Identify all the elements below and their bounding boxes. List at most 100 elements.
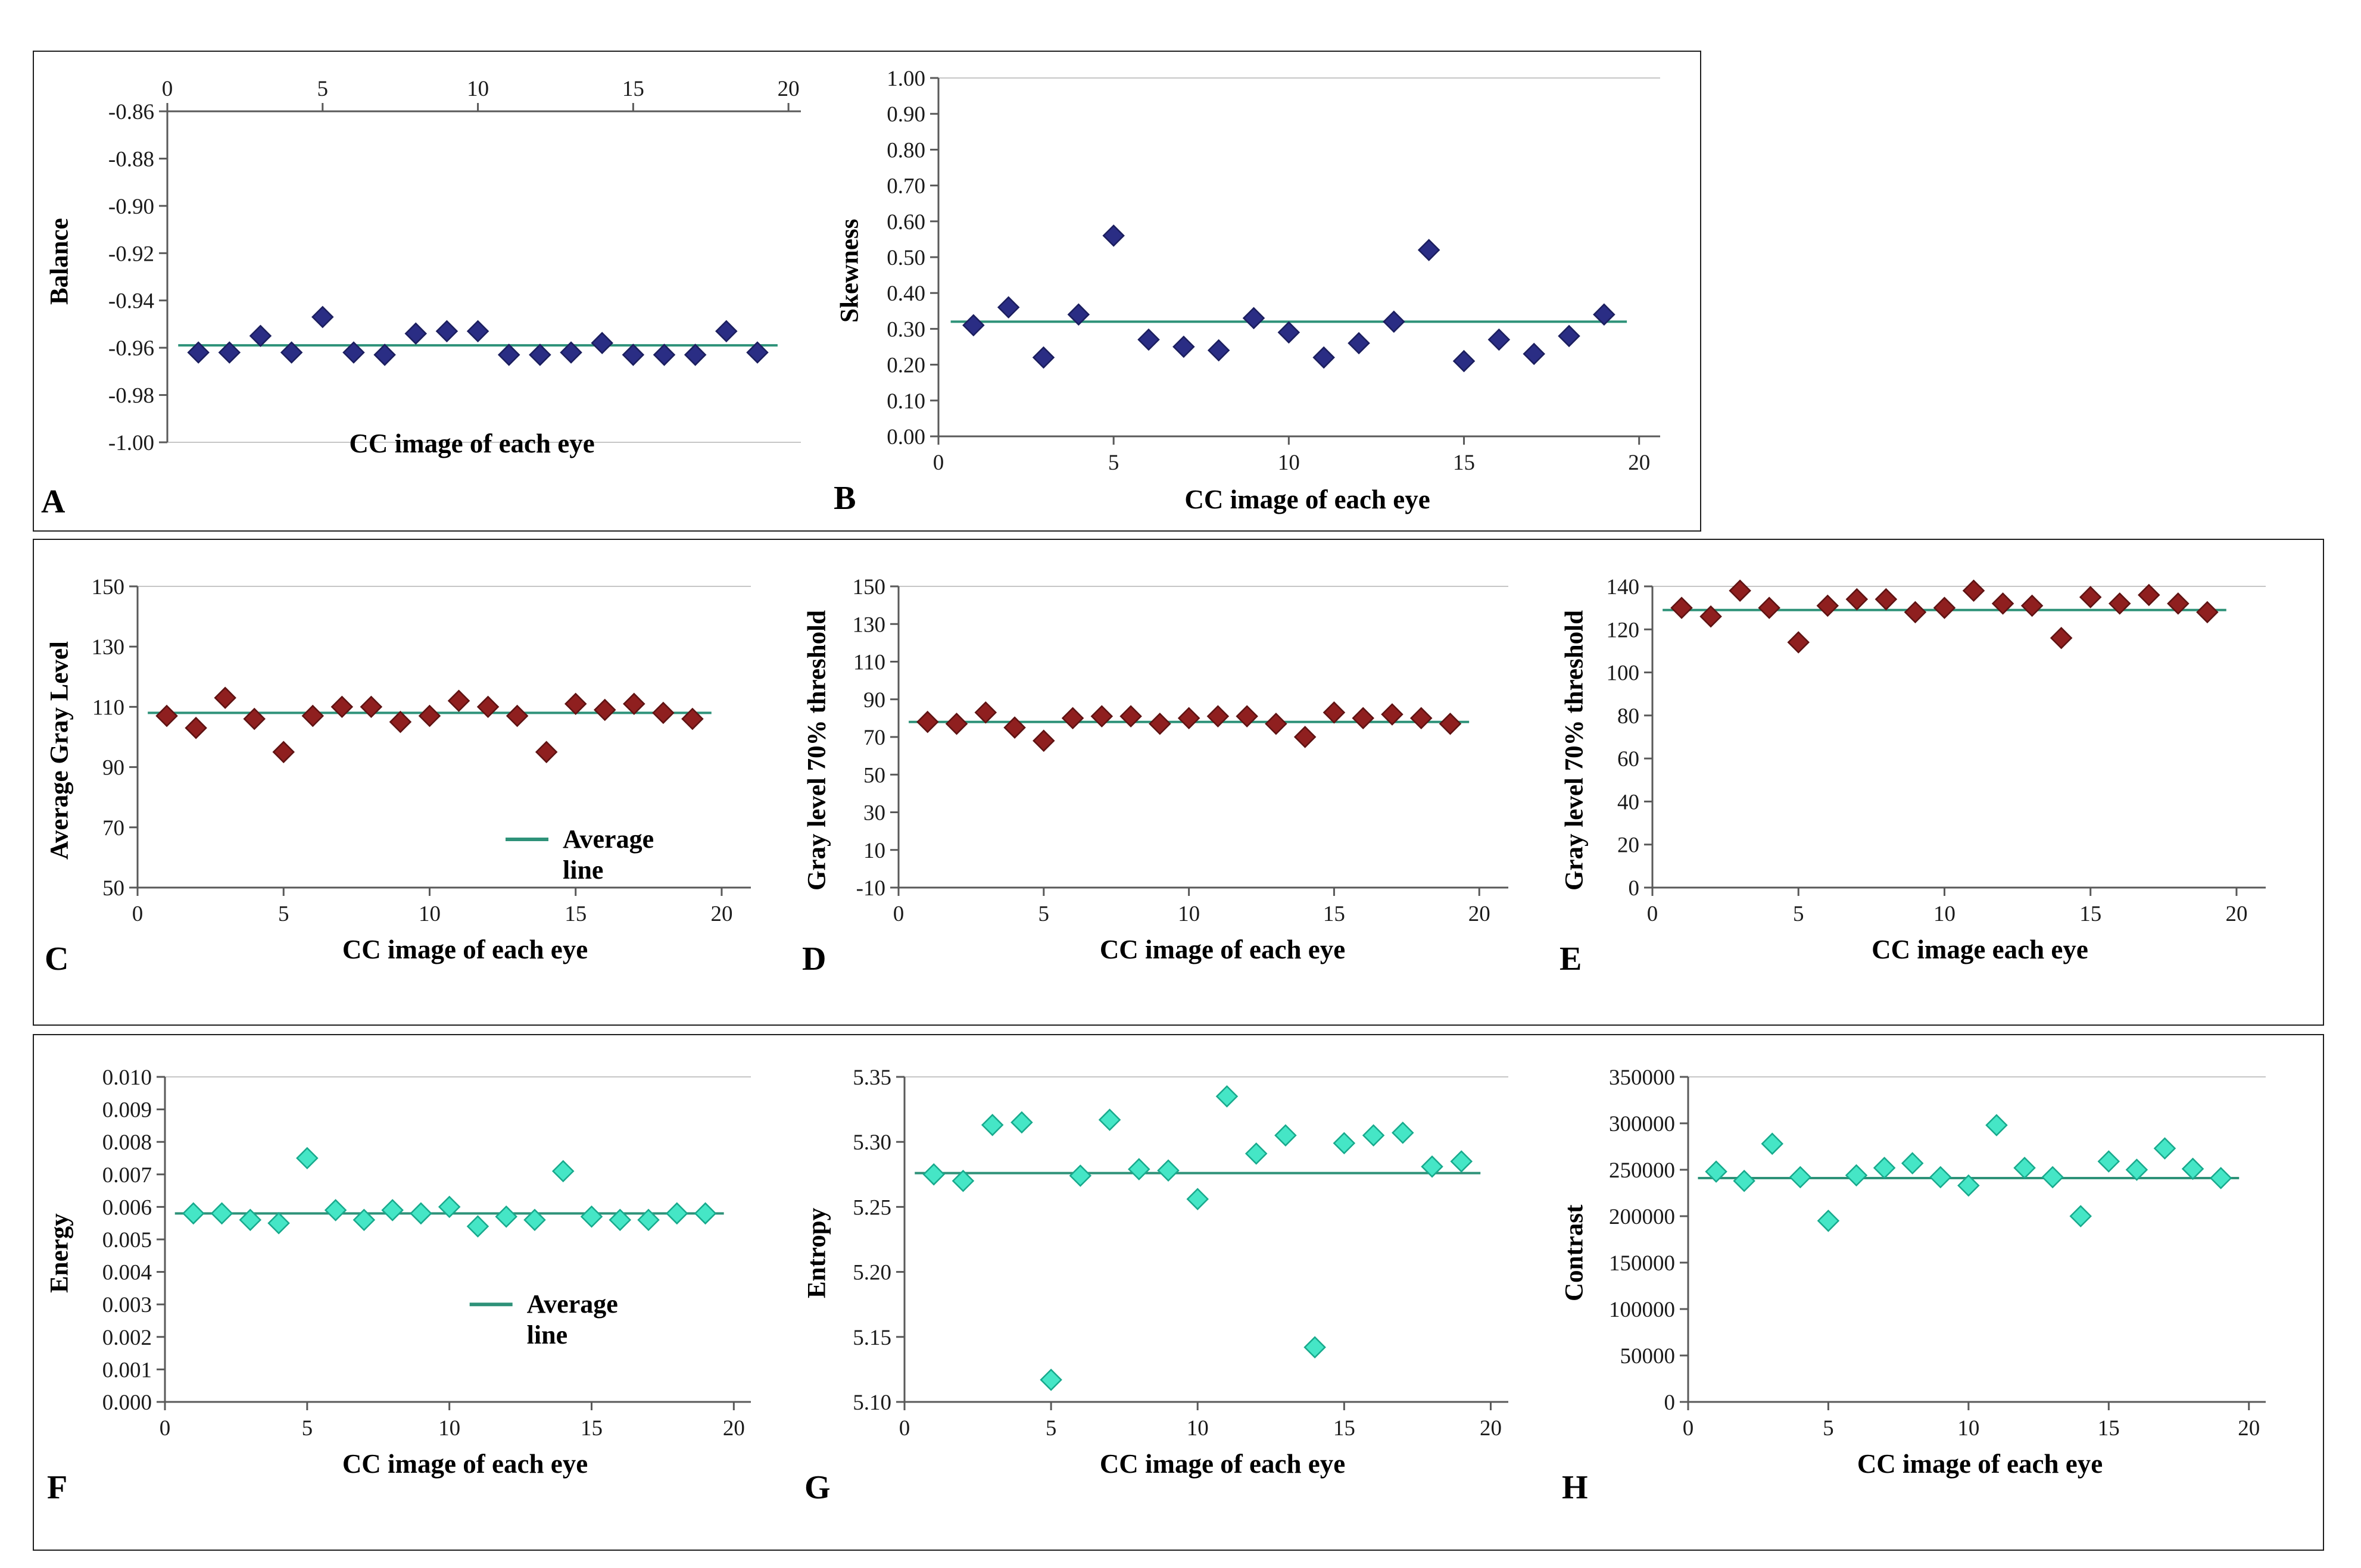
x-axis-label: CC image of each eye [1184, 485, 1430, 514]
x-axis-label: CC image of each eye [342, 935, 588, 964]
svg-text:5: 5 [1823, 1416, 1834, 1441]
svg-text:15: 15 [2098, 1416, 2120, 1441]
svg-text:5: 5 [1108, 451, 1119, 475]
svg-text:Average: Average [563, 824, 654, 854]
svg-text:15: 15 [2079, 902, 2101, 926]
svg-text:0: 0 [899, 1416, 910, 1441]
svg-text:5.15: 5.15 [853, 1326, 891, 1350]
svg-text:15: 15 [1333, 1416, 1355, 1441]
svg-text:20: 20 [778, 77, 800, 101]
svg-text:0: 0 [162, 77, 173, 101]
y-axis-label: Entropy [803, 1207, 831, 1299]
svg-text:70: 70 [863, 726, 885, 750]
panel-E: Gray level 70% threshold 0 20 40 60 80 100 120… [1556, 545, 2313, 1020]
panel-B: Skewness 0.00 0.10 0.20 0.30 0.40 0.50 0.60 0.7… [831, 57, 1693, 526]
svg-text:-0.98: -0.98 [108, 384, 154, 408]
svg-text:10: 10 [1187, 1416, 1209, 1441]
svg-text:0.10: 0.10 [887, 389, 925, 414]
figure-row-3: Energy 0.000 0.001 0.002 0.003 0.004 0.005 0.0… [33, 1034, 2324, 1551]
svg-text:100: 100 [1607, 661, 1640, 686]
svg-text:110: 110 [92, 695, 124, 720]
svg-text:0.80: 0.80 [887, 138, 925, 163]
svg-text:20: 20 [2238, 1416, 2260, 1441]
x-axis-label: CC image of each eye [1099, 935, 1346, 964]
svg-text:50000: 50000 [1620, 1344, 1676, 1369]
svg-text:0: 0 [1683, 1416, 1694, 1441]
svg-text:1.00: 1.00 [887, 67, 925, 91]
svg-text:15: 15 [622, 77, 644, 101]
svg-text:0.004: 0.004 [102, 1261, 152, 1285]
svg-text:5: 5 [1038, 902, 1050, 926]
svg-text:-0.94: -0.94 [108, 289, 154, 314]
svg-text:100000: 100000 [1609, 1298, 1675, 1322]
svg-text:15: 15 [1323, 902, 1345, 926]
svg-text:150000: 150000 [1609, 1251, 1675, 1276]
svg-text:0: 0 [160, 1416, 171, 1441]
svg-text:5: 5 [317, 77, 329, 101]
svg-text:-0.96: -0.96 [108, 336, 154, 361]
svg-text:-0.86: -0.86 [108, 100, 154, 124]
svg-text:0.50: 0.50 [887, 246, 925, 270]
svg-text:0.40: 0.40 [887, 282, 925, 306]
svg-text:Average: Average [527, 1289, 618, 1319]
svg-text:70: 70 [102, 816, 124, 841]
scatter-plot-contrast: 0 50000 100000 150000 200000 250000 300000 3500… [1609, 1066, 2266, 1441]
svg-text:150: 150 [92, 575, 125, 599]
svg-text:40: 40 [1617, 790, 1639, 814]
scatter-plot-balance: -1.00 -0.98 -0.96 -0.94 -0.92 -0.90 -0.88 -0.86… [108, 77, 801, 455]
svg-text:0.008: 0.008 [102, 1130, 152, 1155]
y-axis-label: Energy [45, 1213, 74, 1293]
panel-letter: A [41, 483, 66, 520]
svg-text:5.35: 5.35 [853, 1066, 891, 1090]
svg-text:0.005: 0.005 [102, 1228, 152, 1252]
svg-text:line: line [563, 855, 603, 885]
panel-C: Average Gray Level 50 70 90 110 130 150 0 5 10 15… [41, 545, 799, 1020]
svg-text:10: 10 [1957, 1416, 1979, 1441]
svg-text:200000: 200000 [1609, 1205, 1675, 1229]
svg-text:0.001: 0.001 [102, 1358, 152, 1382]
svg-text:0: 0 [132, 902, 144, 926]
x-axis-label: CC image of each eye [1099, 1449, 1346, 1479]
svg-text:80: 80 [1617, 704, 1639, 729]
svg-text:10: 10 [863, 839, 885, 863]
svg-text:130: 130 [92, 635, 125, 660]
panel-letter: D [802, 941, 826, 977]
panel-F: Energy 0.000 0.001 0.002 0.003 0.004 0.005 0.0… [41, 1040, 799, 1545]
scatter-plot-entropy: 5.10 5.15 5.20 5.25 5.30 5.35 0 5 10 15 20 [853, 1066, 1508, 1441]
svg-text:10: 10 [438, 1416, 460, 1441]
x-axis-label: CC image each eye [1872, 935, 2088, 964]
svg-text:15: 15 [1453, 451, 1475, 475]
panel-letter: G [804, 1469, 831, 1506]
svg-text:5.30: 5.30 [853, 1130, 891, 1155]
svg-text:20: 20 [723, 1416, 745, 1441]
svg-text:0: 0 [1647, 902, 1658, 926]
svg-text:0.007: 0.007 [102, 1163, 152, 1188]
svg-text:20: 20 [710, 902, 732, 926]
svg-text:0.70: 0.70 [887, 174, 925, 199]
svg-text:line: line [527, 1320, 567, 1350]
svg-text:0: 0 [893, 902, 905, 926]
svg-text:250000: 250000 [1609, 1158, 1675, 1183]
svg-text:5.25: 5.25 [853, 1195, 891, 1220]
svg-text:0.010: 0.010 [102, 1066, 152, 1090]
svg-text:0: 0 [933, 451, 944, 475]
svg-text:5: 5 [1046, 1416, 1057, 1441]
svg-text:0.60: 0.60 [887, 210, 925, 235]
svg-text:110: 110 [853, 651, 885, 675]
panel-letter: H [1562, 1469, 1588, 1506]
svg-text:30: 30 [863, 801, 885, 826]
y-axis-label: Contrast [1560, 1204, 1589, 1302]
svg-text:-0.90: -0.90 [108, 195, 154, 219]
svg-text:90: 90 [102, 756, 124, 780]
svg-text:20: 20 [1468, 902, 1490, 926]
svg-text:10: 10 [1933, 902, 1955, 926]
svg-text:300000: 300000 [1609, 1112, 1675, 1136]
svg-text:140: 140 [1607, 575, 1640, 599]
panel-letter: F [47, 1469, 68, 1506]
y-axis-label: Balance [45, 218, 74, 305]
svg-text:5: 5 [302, 1416, 313, 1441]
svg-text:130: 130 [853, 613, 886, 637]
svg-text:0.20: 0.20 [887, 354, 925, 378]
y-axis-label: Skewness [835, 218, 864, 323]
